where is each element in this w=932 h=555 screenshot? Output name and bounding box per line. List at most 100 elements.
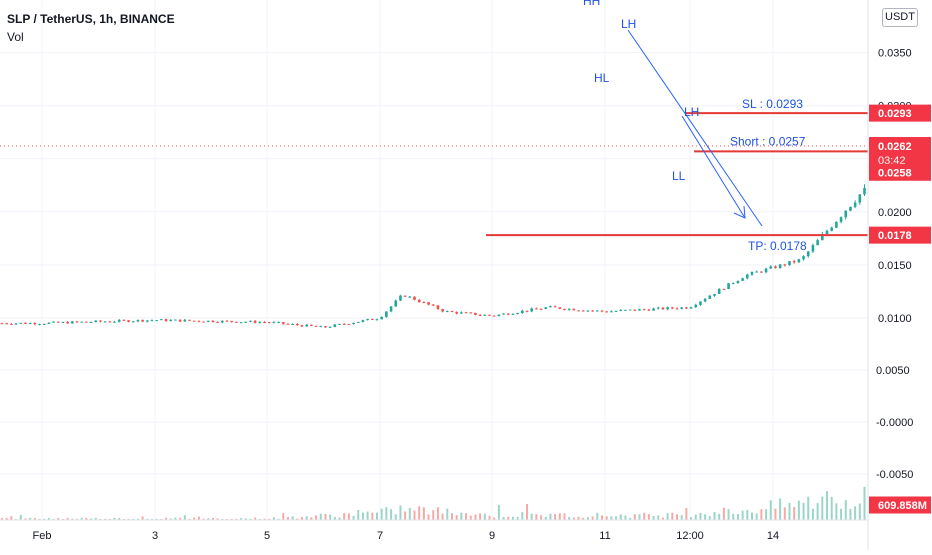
candle-body <box>108 321 112 323</box>
volume-bar <box>694 514 697 520</box>
candle-body <box>492 315 496 317</box>
candle-body <box>750 271 754 275</box>
candle-body <box>596 310 599 312</box>
volume-bar <box>596 512 599 520</box>
badge-stop-loss-bg <box>869 104 931 122</box>
price-axis-bg <box>868 0 932 550</box>
candle-body <box>464 312 468 314</box>
volume-bar <box>704 514 707 520</box>
volume-bar <box>558 513 561 520</box>
volume-bar <box>380 508 383 520</box>
candle-body <box>75 321 79 323</box>
volume-bar <box>661 517 664 520</box>
volume-bar <box>497 504 500 520</box>
candle-body <box>788 261 791 266</box>
candle-body <box>830 227 833 231</box>
candle-body <box>310 324 313 326</box>
candle-body <box>61 321 65 323</box>
volume-bar <box>830 496 833 520</box>
short-entry-label: Short : 0.0257 <box>730 134 806 148</box>
candle-body <box>141 319 144 322</box>
candle-body <box>33 323 37 325</box>
volume-bar <box>235 518 238 520</box>
volume-bar <box>352 515 355 520</box>
candle-body <box>164 319 168 322</box>
volume-bar <box>732 513 735 520</box>
volume-bar <box>399 505 402 520</box>
candle-body <box>853 202 857 207</box>
pattern-label-ll: LL <box>672 169 686 183</box>
volume-bar <box>535 514 538 520</box>
volume-bar <box>80 517 83 520</box>
volume-bar <box>493 517 496 520</box>
volume-bar <box>207 518 210 520</box>
volume-bar <box>188 518 191 520</box>
volume-bar <box>408 507 411 520</box>
candle-body <box>5 323 8 325</box>
volume-bar <box>19 514 22 520</box>
volume-bar <box>530 513 533 520</box>
volume-bar <box>619 514 622 520</box>
candle-body <box>530 308 533 312</box>
candle-body <box>277 322 280 324</box>
candle-body <box>131 321 135 323</box>
volume-bar <box>680 515 683 520</box>
volume-bar <box>540 515 543 520</box>
candle-body <box>389 306 393 312</box>
time-tick-label: 9 <box>489 530 495 542</box>
candle-body <box>356 321 360 323</box>
candle-body <box>816 240 819 246</box>
volume-bar <box>315 515 318 520</box>
volume-bar <box>760 509 763 520</box>
volume-bar <box>854 506 857 520</box>
volume-bar <box>343 513 346 520</box>
candle-body <box>849 206 852 211</box>
volume-bar <box>10 516 13 520</box>
volume-bar <box>840 508 843 520</box>
candle-body <box>656 307 660 309</box>
badge-current-bg <box>869 137 931 170</box>
candle-body <box>80 321 83 323</box>
volume-bar <box>638 514 641 520</box>
volume-bar <box>511 516 514 520</box>
badge-current-price: 0.0262 <box>878 141 912 153</box>
candle-body <box>671 307 674 309</box>
candle-body <box>239 322 243 324</box>
candle-body <box>769 266 773 269</box>
candle-body <box>483 314 487 316</box>
volume-bar <box>858 503 861 520</box>
candle-body <box>385 311 388 317</box>
candle-body <box>446 311 449 313</box>
candle-body <box>371 318 374 320</box>
candle-body <box>689 307 693 309</box>
volume-bar <box>155 518 158 520</box>
volume-bar <box>736 514 739 520</box>
candle-body <box>338 323 341 325</box>
volume-bar <box>132 518 135 520</box>
volume-bar <box>179 517 182 520</box>
candle-body <box>286 323 290 325</box>
volume-bar <box>371 512 374 520</box>
volume-bar <box>268 518 271 520</box>
currency-badge[interactable]: USDT <box>882 8 918 27</box>
volume-bar <box>277 518 280 520</box>
candle-body <box>694 304 698 308</box>
pattern-label-lh: LH <box>621 17 636 31</box>
volume-bar <box>118 518 121 520</box>
volume-bar <box>783 507 786 520</box>
candle-body <box>610 311 613 313</box>
symbol-title: SLP / TetherUS, 1h, BINANCE <box>7 12 175 26</box>
volume-bar <box>615 516 618 520</box>
badge-volume: 609.858M <box>878 500 927 512</box>
candle-body <box>281 322 285 324</box>
candle-body <box>600 310 604 312</box>
candle-body <box>347 324 351 326</box>
candle-body <box>633 309 637 311</box>
volume-bar <box>301 516 303 520</box>
price-axis[interactable]: 0.01000.01500.02000.02500.03000.03500.00… <box>868 0 932 550</box>
volume-bar <box>282 513 285 520</box>
volume-bar <box>240 518 243 520</box>
